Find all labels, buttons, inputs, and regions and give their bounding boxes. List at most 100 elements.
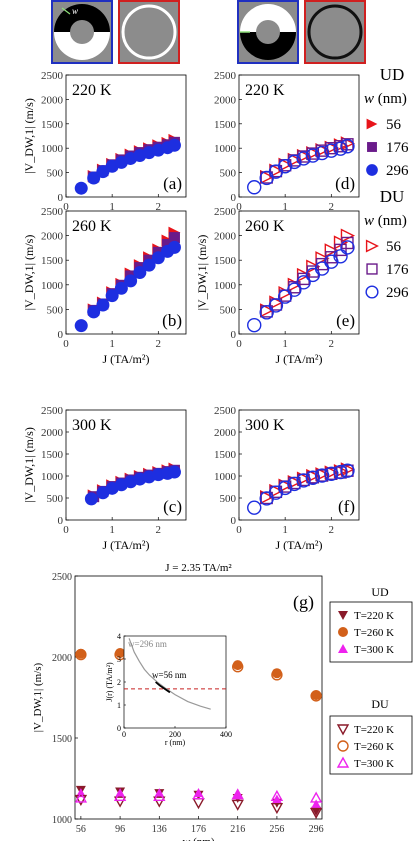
x-tick-label: 1 [109, 524, 115, 536]
inset-y-tick-label: 0 [117, 724, 121, 733]
temperature-label: 220 K [72, 82, 112, 99]
inset-y-tick-label: 4 [117, 632, 121, 641]
legend-marker [336, 724, 350, 736]
data-point-296 [74, 181, 88, 195]
y-axis-label: |V_DW,1| (m/s) [22, 98, 36, 174]
plot-frame [238, 210, 360, 335]
legend-ud-w-header: w (nm) [364, 91, 407, 107]
x-axis-label: J (TA/m²) [276, 538, 323, 552]
data-point-296 [124, 274, 138, 288]
data-point [232, 789, 243, 799]
legend-label-296: 296 [386, 285, 409, 301]
legend-marker [338, 611, 348, 620]
legend-marker-56 [366, 118, 378, 130]
x-tick-label: 0 [236, 338, 242, 350]
y-tick-label: 1000 [41, 471, 64, 483]
y-tick-label: 1500 [52, 734, 72, 745]
data-point [75, 648, 87, 661]
x-tick-label: 2 [156, 201, 162, 213]
y-tick-label: 2000 [41, 231, 64, 243]
data-point [310, 690, 322, 702]
x-tick-label: 0 [63, 201, 69, 213]
data-point-176 [168, 232, 180, 244]
data-point-176 [315, 469, 329, 482]
legend-marker-296 [365, 285, 379, 299]
data-point-56 [340, 228, 356, 243]
data-point [74, 794, 88, 807]
data-point-296 [247, 500, 262, 515]
data-point-296 [259, 305, 274, 320]
legend-label-296: 296 [386, 163, 409, 179]
y-tick-label: 1000 [214, 471, 237, 483]
temperature-label: 220 K [245, 82, 285, 99]
y-tick-label: 2000 [52, 653, 72, 664]
data-point-296 [296, 151, 311, 166]
data-point-296 [333, 249, 348, 264]
y-tick-label: 2500 [41, 70, 64, 82]
y-tick-label: 2000 [214, 427, 237, 439]
inset-frame [123, 635, 227, 729]
data-point-296 [340, 139, 355, 154]
legend-marker [337, 740, 349, 752]
data-point [232, 661, 244, 673]
panel-c: 0 500 1000 1500 2000 2500 0 1 2 J (TA/m²) |V_DW,1|… [22, 405, 187, 552]
data-point-296 [87, 171, 101, 185]
data-point-296 [277, 159, 293, 174]
x-tick-label: 1 [109, 338, 115, 350]
data-point-296 [296, 275, 311, 290]
inset-y-axis-label: J(r) (TA/m²) [105, 662, 114, 702]
data-point-296 [277, 480, 293, 496]
data-point-296 [167, 240, 181, 254]
y-tick-label: 500 [47, 168, 64, 180]
inset-chart: 0 1 2 3 4 0 200 400 r (nm) J(r) (TA/m²) w=296 nm w=… [105, 632, 232, 747]
y-tick-label: 0 [231, 192, 237, 204]
plot-frame [238, 74, 360, 198]
x-tick-label: 256 [269, 824, 284, 835]
data-point-296 [324, 143, 339, 158]
panel-b: 0 500 1000 1500 2000 2500 0 1 2 J (TA/m²) |V_DW,1|… [22, 206, 187, 366]
legend-du: DU w (nm) 56 176 296 [364, 187, 409, 301]
data-point-296 [105, 289, 119, 303]
data-point [153, 796, 166, 808]
data-point [311, 690, 322, 701]
temperature-label: 260 K [72, 218, 112, 235]
legend-label-56: 56 [386, 239, 402, 255]
data-point-56 [324, 243, 339, 258]
x-tick-label: 0 [236, 201, 242, 213]
data-point [271, 669, 283, 681]
w-label: w [72, 6, 78, 16]
legend-label: T=260 K [354, 741, 394, 753]
legend-label: T=300 K [354, 758, 394, 770]
legend-label: T=260 K [354, 627, 394, 639]
x-axis-label: J (TA/m²) [103, 538, 150, 552]
data-point-296 [277, 289, 293, 304]
y-tick-label: 2000 [214, 231, 237, 243]
y-tick-label: 2000 [41, 94, 64, 106]
x-axis-label: J (TA/m²) [276, 352, 323, 366]
legend-g-ud: UD T=220 K T=260 K T=300 K [329, 585, 413, 663]
inset-series-w56 [155, 681, 171, 694]
panel-label: (a) [163, 174, 182, 193]
data-point-296 [287, 154, 302, 170]
x-tick-label: 296 [309, 824, 324, 835]
temperature-label: 260 K [245, 218, 285, 235]
y-axis-label: |V_DW,1| (m/s) [22, 235, 36, 311]
data-point-296 [167, 465, 181, 479]
data-point-296 [84, 492, 98, 506]
y-tick-label: 0 [231, 515, 237, 527]
y-tick-label: 2500 [214, 405, 237, 417]
data-point-296 [296, 473, 311, 488]
data-point-296 [268, 298, 284, 313]
data-point-296 [268, 485, 284, 500]
x-tick-label: 96 [115, 824, 125, 835]
y-tick-label: 2500 [214, 206, 237, 218]
data-point [270, 789, 284, 802]
y-tick-label: 1000 [52, 815, 72, 826]
legend-du-title: DU [380, 187, 405, 206]
panel-label: (f) [338, 497, 355, 516]
x-tick-label: 136 [152, 824, 167, 835]
legend-label: T=300 K [354, 644, 394, 656]
